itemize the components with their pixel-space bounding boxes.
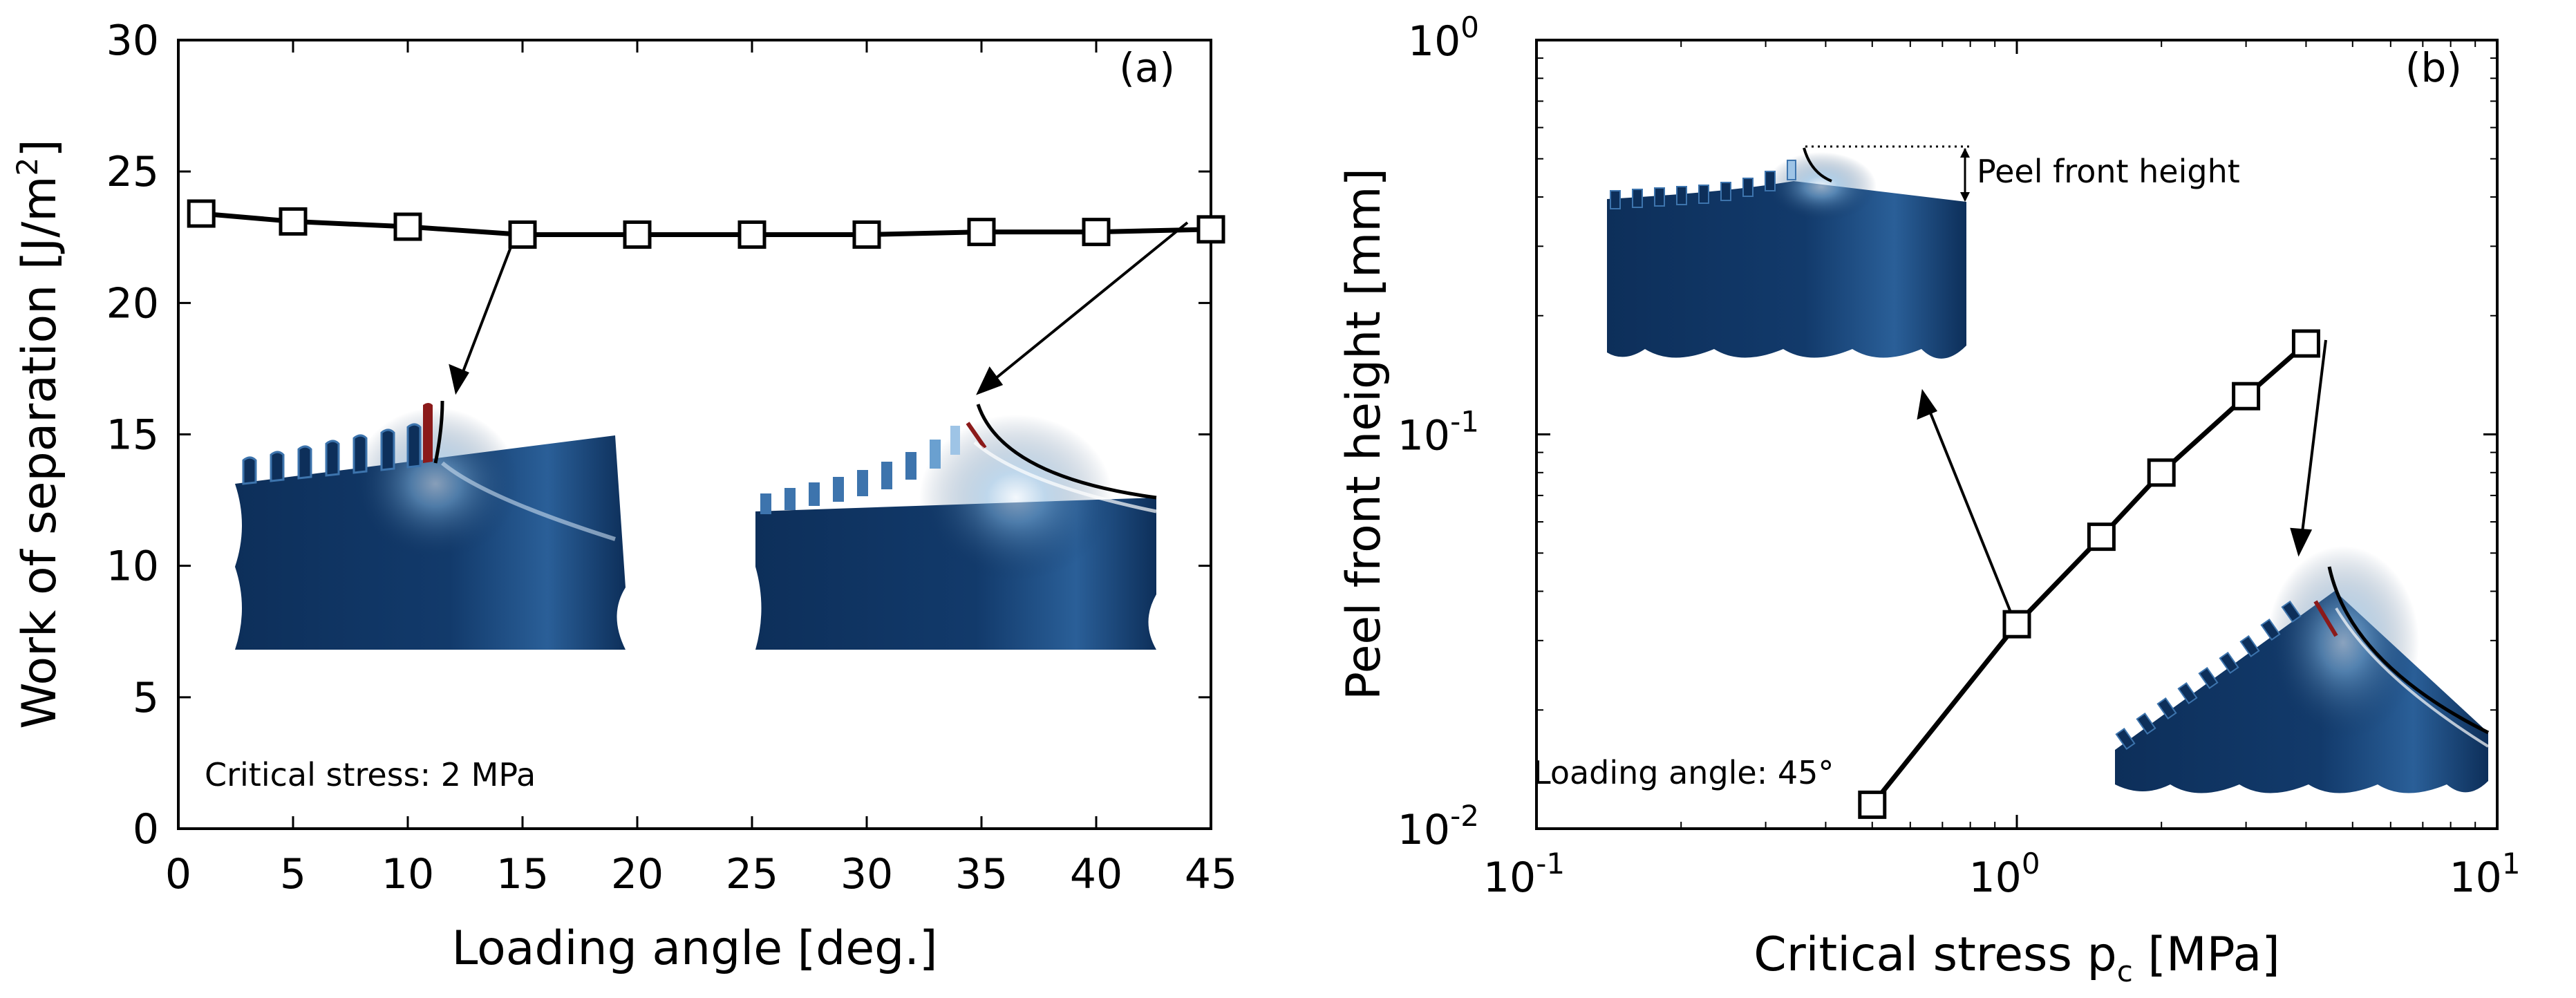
panel-a-ytick-label: 10 — [106, 543, 159, 591]
panel-a-inset-right — [755, 404, 1157, 650]
panel-a-xtick-label: 10 — [382, 850, 434, 898]
panel-b-ytick-label: 100 — [1408, 10, 1479, 66]
panel-a-series-line — [200, 211, 1212, 237]
panel-b-ytick-label: 10-2 — [1398, 799, 1479, 854]
panel-b-data-point — [2232, 382, 2261, 411]
panel-b-xtick-label: 10-1 — [1483, 847, 1565, 902]
panel-a-data-point — [393, 212, 422, 241]
panel-b-arrows — [1917, 339, 2327, 621]
panel-b-inset-bottom — [2115, 546, 2490, 793]
panel-a-inset-left — [235, 400, 626, 650]
panel-a-annotation: Critical stress: 2 MPa — [205, 756, 536, 793]
panel-a-data-point — [623, 220, 652, 249]
panel-a-xtick-label: 0 — [165, 850, 191, 898]
panel-a-data-point — [279, 207, 308, 236]
panel-a-ytick-label: 25 — [106, 148, 159, 196]
panel-a-data-point — [508, 220, 537, 249]
panel-b-xtick-label: 100 — [1968, 847, 2040, 902]
panel-a-tag: (a) — [1119, 44, 1175, 91]
panel-a-ytick-label: 15 — [106, 411, 159, 460]
panel-a-xtick-label: 25 — [726, 850, 778, 898]
panel-a-data-point — [852, 220, 881, 249]
panel-a-xtick-label: 45 — [1185, 850, 1237, 898]
panel-a-ylabel: Work of separation [J/m2] — [10, 139, 67, 729]
panel-a-data-point — [1196, 215, 1225, 244]
panel-a-ytick-label: 20 — [106, 279, 159, 328]
panel-b-data-point — [2291, 329, 2320, 358]
panel-a-arrows — [449, 221, 1189, 395]
panel-a-xtick-label: 15 — [496, 850, 549, 898]
panel-b-series — [1858, 329, 2320, 819]
panel-b-data-point — [2147, 458, 2176, 487]
panel-b: Peel front height — [1337, 10, 2521, 988]
panel-a-data-point — [1082, 218, 1111, 247]
panel-a-xtick-label: 20 — [611, 850, 664, 898]
panel-a-series — [187, 199, 1225, 249]
panel-b-xtick-label: 101 — [2449, 847, 2520, 902]
panel-a-data-point — [187, 199, 216, 228]
panel-a-xtick-label: 35 — [955, 850, 1008, 898]
panel-a-xlabel: Loading angle [deg.] — [451, 921, 937, 976]
panel-a-xtick-label: 5 — [280, 850, 306, 898]
panel-b-annotation: Loading angle: 45° — [1533, 754, 1834, 791]
panel-a-ticks: 0 5 10 15 20 25 30 35 40 45 0 5 10 15 20 25 30 — [106, 17, 1238, 898]
panel-a-data-point — [737, 220, 767, 249]
panel-b-data-point — [1858, 790, 1887, 819]
panel-a-xtick-label: 30 — [840, 850, 893, 898]
panel-b-tag: (b) — [2405, 44, 2462, 91]
panel-a-ytick-label: 30 — [106, 17, 159, 65]
panel-b-inset-top: Peel front height — [1607, 145, 2240, 359]
panel-a-ytick-label: 5 — [133, 674, 159, 722]
panel-b-xlabel: Critical stress pc [MPa] — [1754, 928, 2280, 988]
panel-b-data-point — [2002, 610, 2031, 639]
panel-a: 0 5 10 15 20 25 30 35 40 45 0 5 10 15 20 25 30 (a) Criti… — [10, 17, 1237, 976]
panel-a-data-point — [967, 218, 996, 247]
panel-b-data-point — [2087, 522, 2116, 552]
panel-b-ylabel: Peel front height [mm] — [1337, 168, 1391, 700]
panel-a-ytick-label: 0 — [133, 805, 159, 854]
panel-a-xtick-label: 40 — [1070, 850, 1122, 898]
panel-b-inset-label: Peel front height — [1977, 153, 2240, 190]
panel-b-ytick-label: 10-1 — [1398, 405, 1479, 460]
